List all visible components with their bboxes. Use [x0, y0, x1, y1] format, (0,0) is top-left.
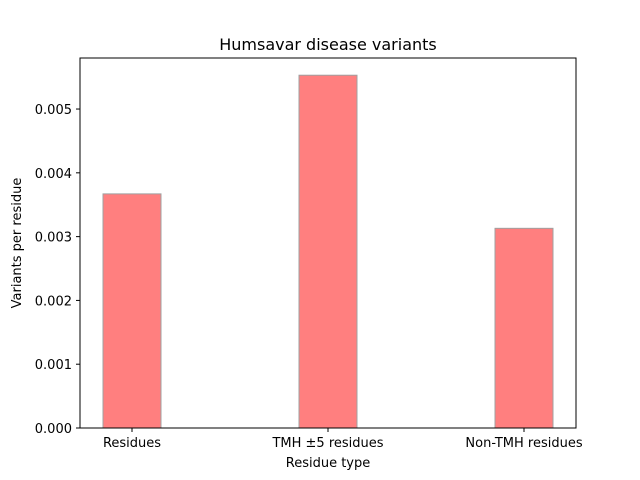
y-tick-label: 0.003	[35, 231, 72, 246]
x-tick-label: Non-TMH residues	[465, 436, 582, 451]
y-tick-label: 0.002	[35, 294, 72, 309]
bars-group	[102, 74, 554, 429]
y-axis: 0.000 0.001 0.002 0.003 0.004 0.005	[35, 103, 80, 437]
x-axis-title: Residue type	[286, 456, 371, 471]
y-axis-title: Variants per residue	[10, 178, 25, 309]
y-tick-label: 0.005	[35, 103, 72, 118]
bar-0	[102, 193, 162, 429]
y-tick-label: 0.001	[35, 358, 72, 373]
chart-title: Humsavar disease variants	[219, 35, 437, 54]
bar-2	[494, 227, 554, 429]
x-tick-label: Residues	[103, 436, 161, 451]
y-tick-label: 0.000	[35, 422, 72, 437]
bar-1	[298, 74, 358, 429]
x-tick-label: TMH ±5 residues	[271, 436, 383, 451]
y-tick-label: 0.004	[35, 167, 72, 182]
x-axis: Residues TMH ±5 residues Non-TMH residues	[103, 428, 583, 451]
